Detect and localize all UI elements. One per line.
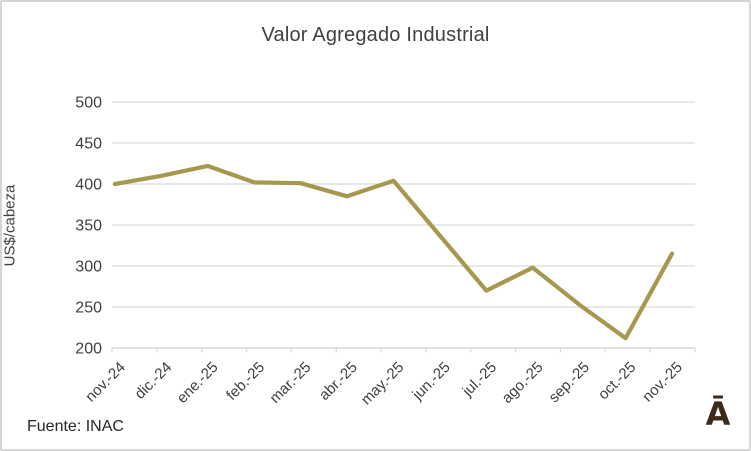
y-tick-label: 500 <box>75 95 102 112</box>
x-tick-label: sep.-25 <box>546 359 593 406</box>
x-tick-label: oct.-25 <box>595 359 639 403</box>
x-tick-label: dic.-24 <box>131 359 175 403</box>
x-tick-label: ene.-25 <box>174 359 222 407</box>
brand-logo-icon: Ā <box>705 395 731 433</box>
y-tick-label: 300 <box>75 259 102 276</box>
source-note: Fuente: INAC <box>27 418 124 435</box>
y-tick-label: 450 <box>75 136 102 153</box>
y-tick-label: 250 <box>75 300 102 317</box>
x-tick-label: feb.-25 <box>223 359 268 404</box>
y-tick-label: 400 <box>75 177 102 194</box>
series-line-valor-agregado <box>112 163 675 341</box>
x-tick-label: nov.-24 <box>82 359 129 406</box>
x-tick-label: jun.-25 <box>409 359 454 404</box>
y-tick-label: 200 <box>75 341 102 358</box>
x-tick-label: jul.-25 <box>459 359 501 401</box>
y-tick-label: 350 <box>75 218 102 235</box>
x-tick-label: ago.-25 <box>499 359 547 407</box>
line-chart-plot: 200 250 300 350 400 450 500 nov.-24 dic.-24ene.-… <box>75 95 696 409</box>
x-tick-label: mar.-25 <box>267 359 315 407</box>
x-tick-label: nov.-25 <box>639 359 686 406</box>
x-tick-label: may.-25 <box>358 359 408 409</box>
chart-title: Valor Agregado Industrial <box>261 24 490 46</box>
x-tick-label: abr.-25 <box>316 359 361 404</box>
